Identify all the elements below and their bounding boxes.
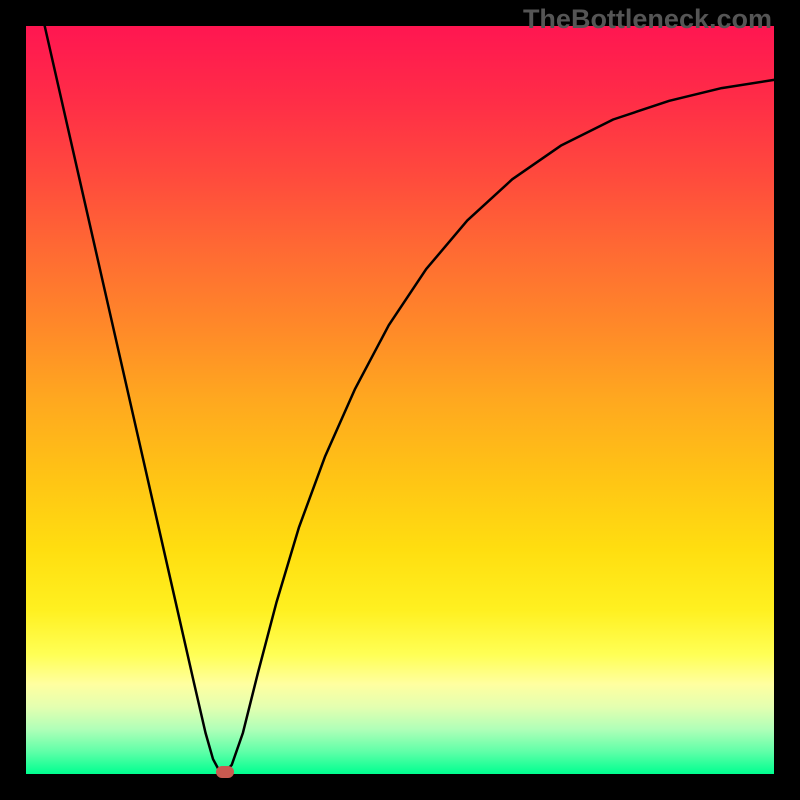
plot-area	[26, 26, 774, 774]
watermark-text: TheBottleneck.com	[523, 4, 772, 35]
curve-path	[45, 26, 774, 772]
bottleneck-curve	[26, 26, 774, 774]
chart-frame: TheBottleneck.com	[0, 0, 800, 800]
optimal-point-marker	[216, 766, 234, 778]
